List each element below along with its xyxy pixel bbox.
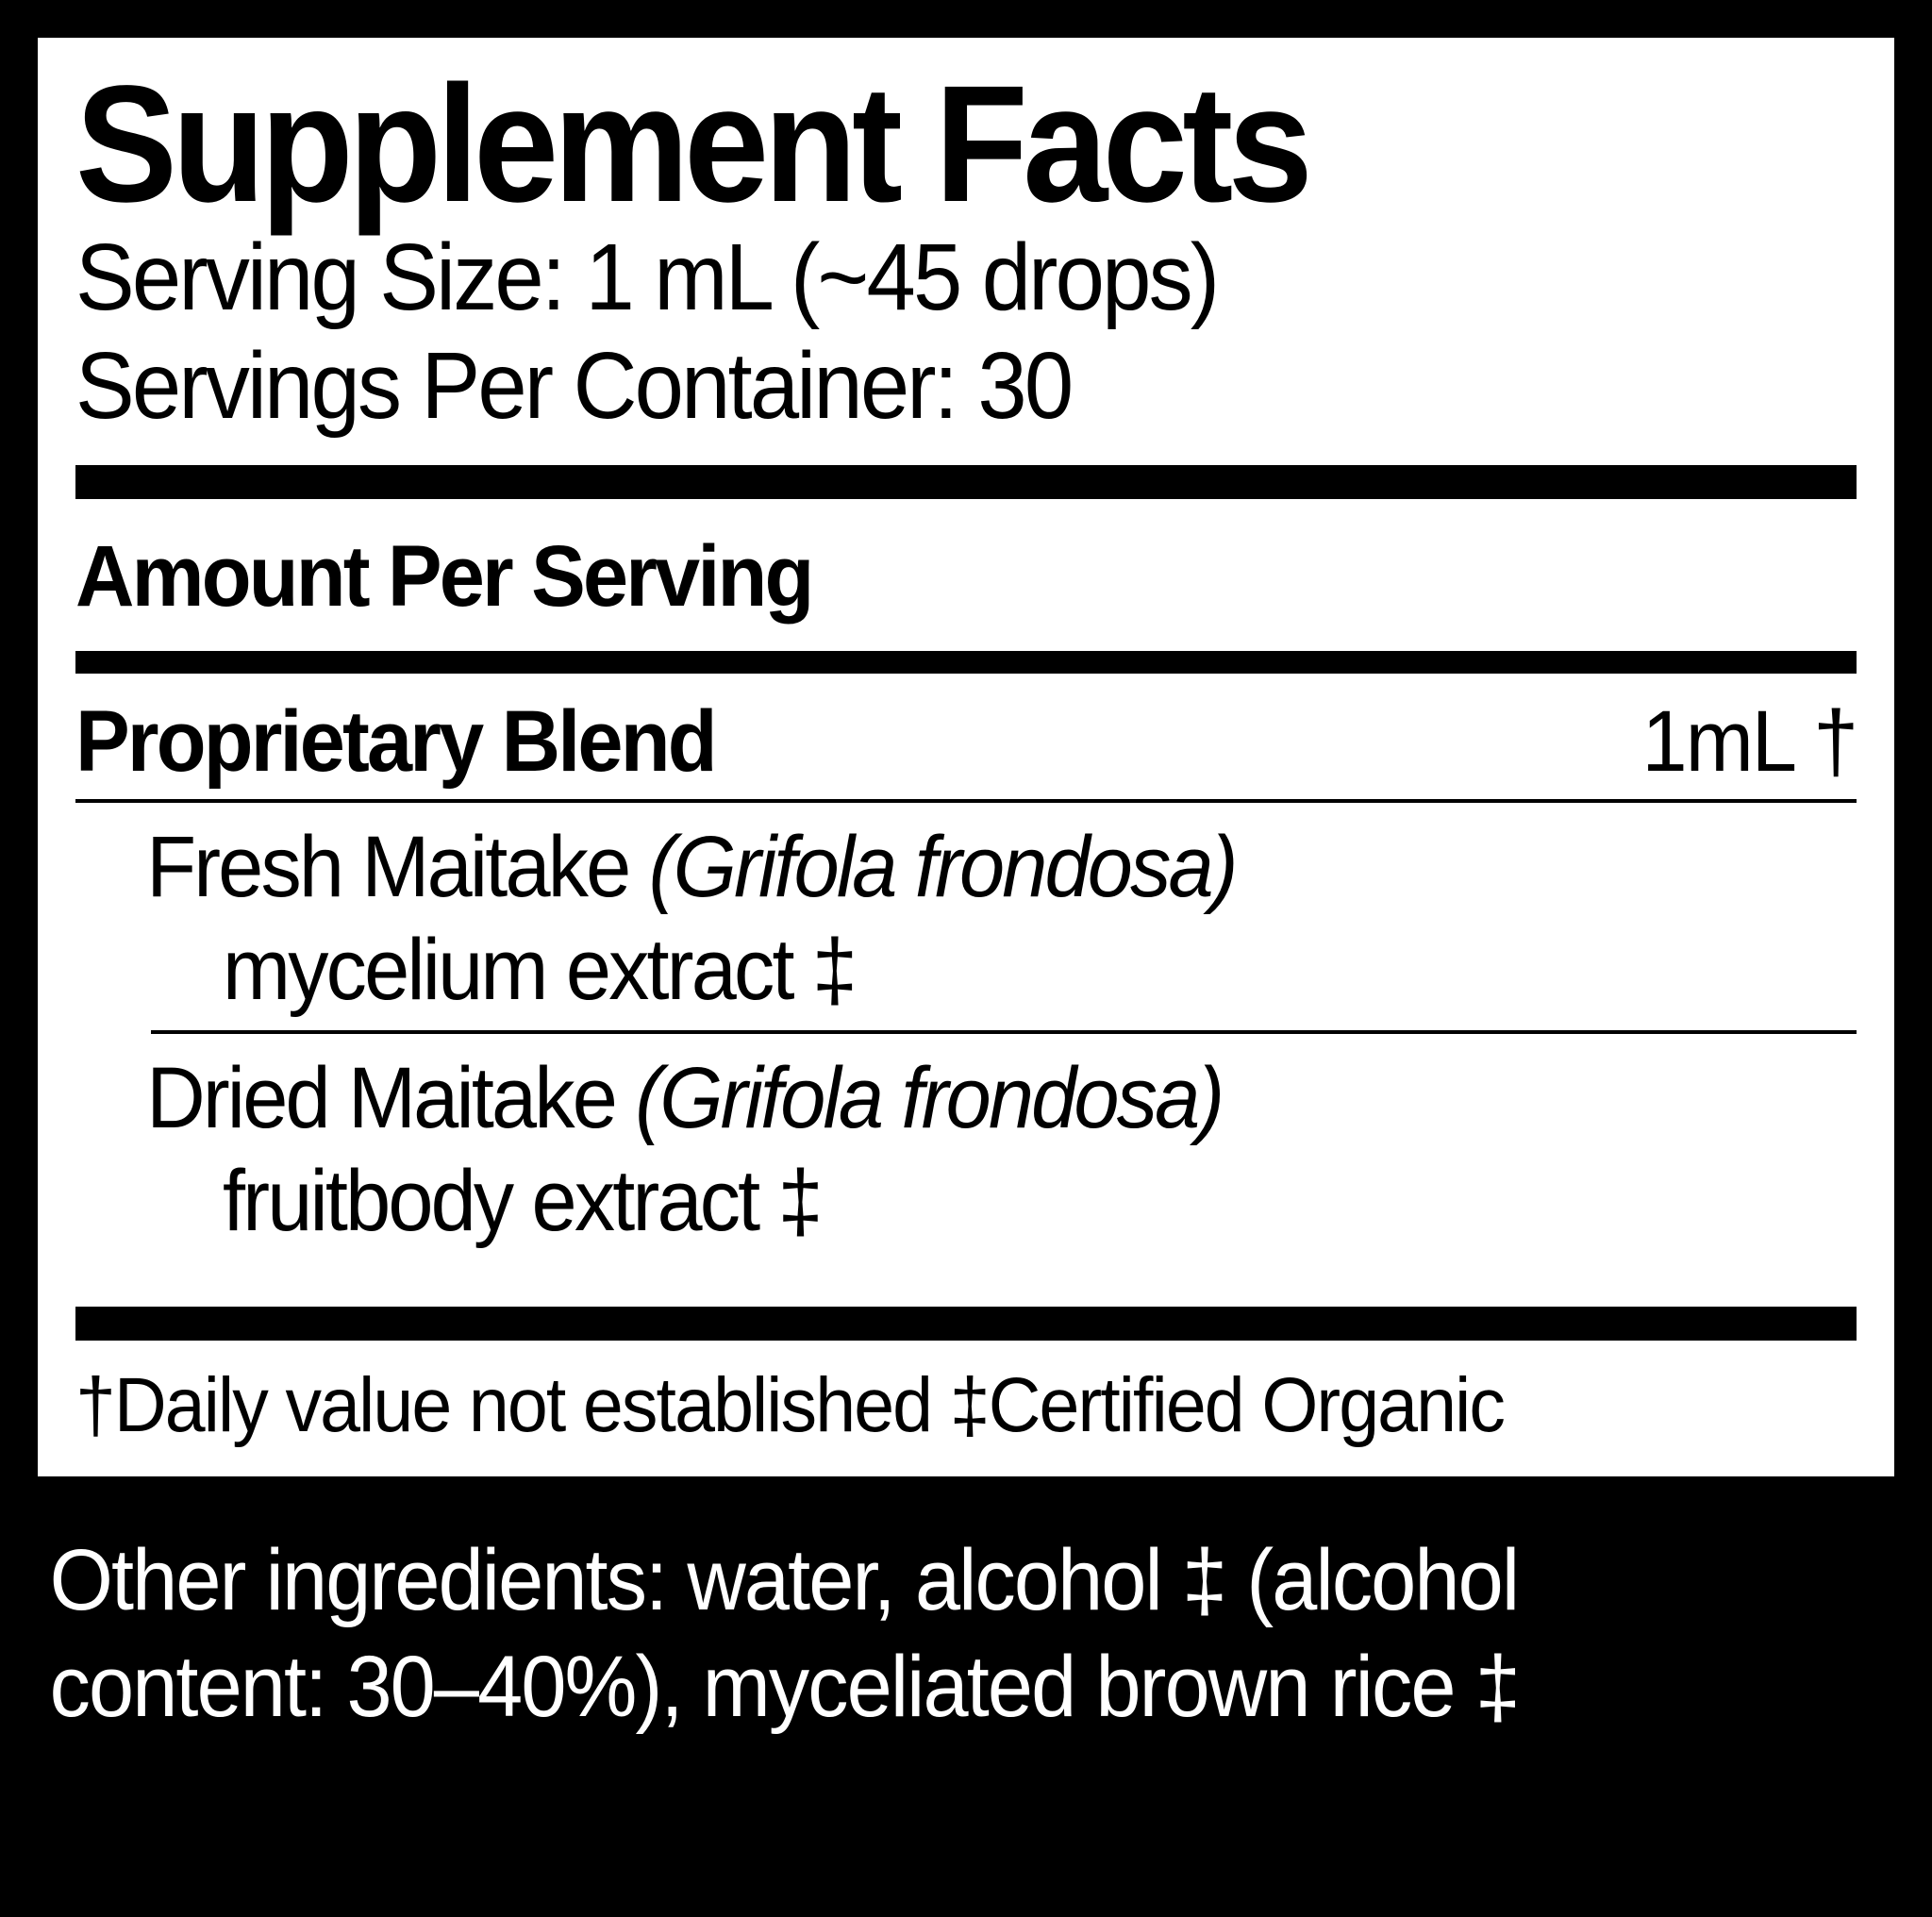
ingredient-row: Fresh Maitake (Grifola frondosa) myceliu… <box>75 803 1750 1030</box>
ingredient-part: fruitbody extract ‡ <box>146 1150 1750 1253</box>
ingredient-latin: (Grifola frondosa) <box>635 1050 1222 1146</box>
amount-per-serving-heading: Amount Per Serving <box>75 524 1750 634</box>
ingredient-row: Dried Maitake (Grifola frondosa) fruitbo… <box>75 1034 1750 1261</box>
supplement-facts-panel: Supplement Facts Serving Size: 1 mL (~45… <box>32 32 1900 1482</box>
servings-per-container: Servings Per Container: 30 <box>75 332 1750 441</box>
proprietary-blend-row: Proprietary Blend 1mL † <box>75 674 1857 803</box>
other-ingredients: Other ingredients: water, alcohol ‡ (alc… <box>0 1482 1816 1739</box>
serving-size: Serving Size: 1 mL (~45 drops) <box>75 224 1750 332</box>
panel-title: Supplement Facts <box>75 66 1714 224</box>
divider-thick <box>75 651 1857 674</box>
divider-thick <box>75 465 1857 499</box>
ingredient-part: mycelium extract ‡ <box>146 919 1750 1022</box>
blend-name: Proprietary Blend <box>75 692 715 792</box>
blend-amount: 1mL † <box>1641 692 1857 792</box>
footnotes: †Daily value not established ‡Certified … <box>75 1361 1750 1450</box>
ingredient-name: Dried Maitake <box>146 1050 635 1146</box>
divider-thick <box>75 1307 1857 1341</box>
ingredient-latin: (Grifola frondosa) <box>649 819 1236 915</box>
ingredient-name: Fresh Maitake <box>146 819 648 915</box>
